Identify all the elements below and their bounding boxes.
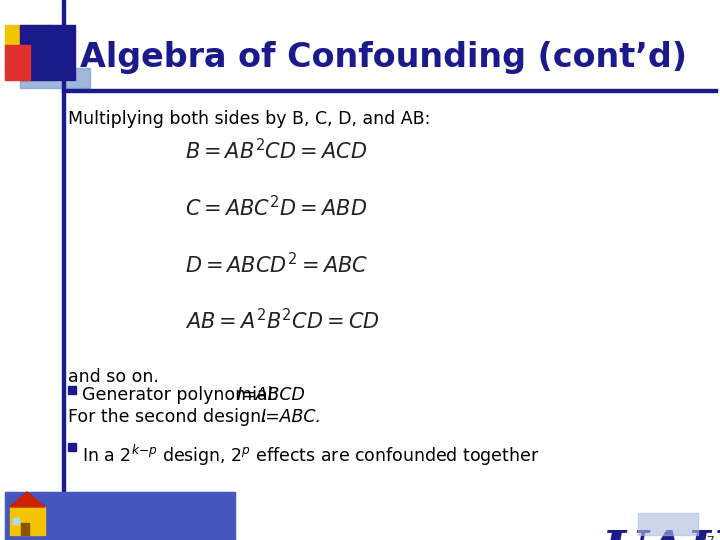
Text: Generator polynomial:: Generator polynomial:: [82, 386, 284, 404]
Text: $C = ABC^2D = ABD$: $C = ABC^2D = ABD$: [185, 195, 367, 220]
Bar: [5, 25, 50, 70]
Bar: [5, 45, 30, 80]
Bar: [20, 68, 90, 88]
Text: $D = ABCD^2 = ABC$: $D = ABCD^2 = ABC$: [185, 252, 368, 277]
Bar: [21, 523, 29, 535]
Bar: [10, 507, 45, 535]
Bar: [13, 518, 19, 524]
Text: For the second design:: For the second design:: [68, 408, 272, 426]
Text: I=ABCD: I=ABCD: [237, 386, 306, 404]
Text: I=ABC.: I=ABC.: [261, 408, 322, 426]
Text: and so on.: and so on.: [68, 368, 159, 386]
Bar: [62, 0, 65, 540]
Text: UAH: UAH: [602, 528, 720, 540]
Bar: [5, 492, 235, 540]
Bar: [68, 443, 76, 451]
Bar: [20, 25, 75, 80]
Polygon shape: [10, 492, 45, 507]
Text: 17: 17: [700, 535, 716, 540]
Bar: [5, 492, 235, 540]
Text: Multiplying both sides by B, C, D, and AB:: Multiplying both sides by B, C, D, and A…: [68, 110, 431, 128]
Bar: [62, 89, 717, 92]
Text: Algebra of Confounding (cont’d): Algebra of Confounding (cont’d): [80, 42, 687, 75]
Text: $AB = A^2B^2CD = CD$: $AB = A^2B^2CD = CD$: [185, 308, 379, 333]
Text: Laboratory for Advanced Computer
Systems and Architectures: Laboratory for Advanced Computer Systems…: [52, 502, 212, 523]
Bar: [638, 513, 698, 535]
Text: In a $2^{k\mathrm{-}p}$ design, $2^p$ effects are confounded together: In a $2^{k\mathrm{-}p}$ design, $2^p$ ef…: [82, 443, 539, 468]
Bar: [68, 386, 76, 394]
Text: $B = AB^2CD = ACD$: $B = AB^2CD = ACD$: [185, 138, 367, 163]
